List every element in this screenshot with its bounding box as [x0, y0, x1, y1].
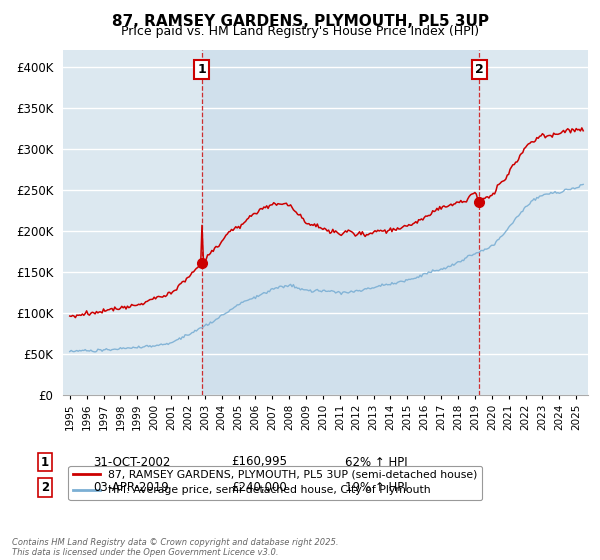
Text: 19% ↑ HPI: 19% ↑ HPI	[345, 480, 407, 494]
Text: Price paid vs. HM Land Registry's House Price Index (HPI): Price paid vs. HM Land Registry's House …	[121, 25, 479, 38]
Text: 31-OCT-2002: 31-OCT-2002	[93, 455, 170, 469]
Text: £240,000: £240,000	[231, 480, 287, 494]
Legend: 87, RAMSEY GARDENS, PLYMOUTH, PL5 3UP (semi-detached house), HPI: Average price,: 87, RAMSEY GARDENS, PLYMOUTH, PL5 3UP (s…	[68, 466, 482, 500]
Text: 2: 2	[41, 480, 49, 494]
Text: 2: 2	[475, 63, 484, 76]
Bar	[202, 50, 479, 395]
Text: Contains HM Land Registry data © Crown copyright and database right 2025.
This d: Contains HM Land Registry data © Crown c…	[12, 538, 338, 557]
Text: £160,995: £160,995	[231, 455, 287, 469]
Text: 03-APR-2019: 03-APR-2019	[93, 480, 169, 494]
Text: 87, RAMSEY GARDENS, PLYMOUTH, PL5 3UP: 87, RAMSEY GARDENS, PLYMOUTH, PL5 3UP	[112, 14, 488, 29]
Text: 1: 1	[41, 455, 49, 469]
Text: 1: 1	[197, 63, 206, 76]
Text: 62% ↑ HPI: 62% ↑ HPI	[345, 455, 407, 469]
